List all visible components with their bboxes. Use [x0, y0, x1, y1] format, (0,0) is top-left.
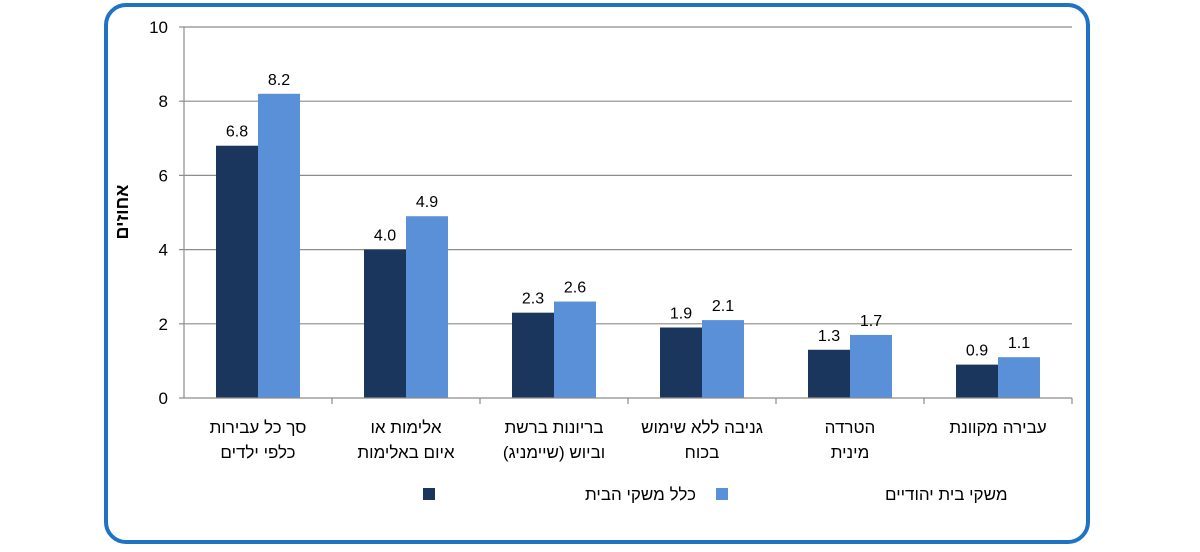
x-category-label: אלימות או: [370, 418, 441, 437]
legend-swatch: [423, 488, 435, 500]
data-label: 0.9: [966, 343, 988, 360]
bar-all-households: [364, 249, 406, 398]
data-label: 1.3: [818, 328, 840, 345]
data-label: 4.9: [416, 194, 438, 211]
bar-all-households: [512, 312, 554, 398]
y-axis-label: אחוזים: [112, 185, 132, 240]
y-tick-label: 2: [159, 315, 168, 334]
x-category-label: בכוח: [685, 443, 720, 462]
data-label: 1.7: [860, 313, 882, 330]
bar-all-households: [808, 349, 850, 398]
x-category-label: בריונות ברשת: [505, 418, 604, 437]
x-category-label: סך כל עבירות: [210, 418, 307, 437]
bar-all-households: [216, 145, 258, 398]
data-label: 8.2: [268, 72, 290, 89]
data-label: 4.0: [374, 228, 396, 245]
x-category-label: גניבה ללא שימוש: [641, 418, 763, 437]
data-label: 1.1: [1008, 335, 1030, 352]
legend-label: כלל משקי הבית: [585, 485, 696, 504]
bar-all-households: [956, 364, 998, 398]
x-category-label: וביוש (שיימניג): [503, 443, 605, 462]
bar-jewish-households: [554, 301, 596, 398]
bar-jewish-households: [702, 320, 744, 398]
x-category-label: מינית: [831, 443, 870, 462]
bar-jewish-households: [258, 93, 300, 398]
x-category-label: עבירה מקוונת: [949, 418, 1046, 437]
y-tick-label: 6: [159, 166, 168, 185]
y-tick-label: 8: [159, 92, 168, 111]
x-category-label: כלפי ילדים: [220, 443, 295, 462]
bar-jewish-households: [406, 216, 448, 398]
bar-jewish-households: [998, 357, 1040, 398]
data-label: 2.3: [522, 291, 544, 308]
bar-jewish-households: [850, 334, 892, 398]
legend-label: משקי בית יהודיים: [885, 485, 1008, 504]
data-label: 2.1: [712, 298, 734, 315]
legend-swatch: [716, 488, 728, 500]
x-category-label: הטרדה: [825, 418, 876, 437]
data-label: 2.6: [564, 280, 586, 297]
data-label: 1.9: [670, 306, 692, 323]
bar-all-households: [660, 327, 702, 398]
y-tick-label: 0: [159, 389, 168, 408]
data-label: 6.8: [226, 124, 248, 141]
y-tick-label: 4: [159, 241, 168, 260]
x-category-label: איום באלימות: [357, 443, 455, 462]
y-tick-label: 10: [149, 18, 168, 37]
